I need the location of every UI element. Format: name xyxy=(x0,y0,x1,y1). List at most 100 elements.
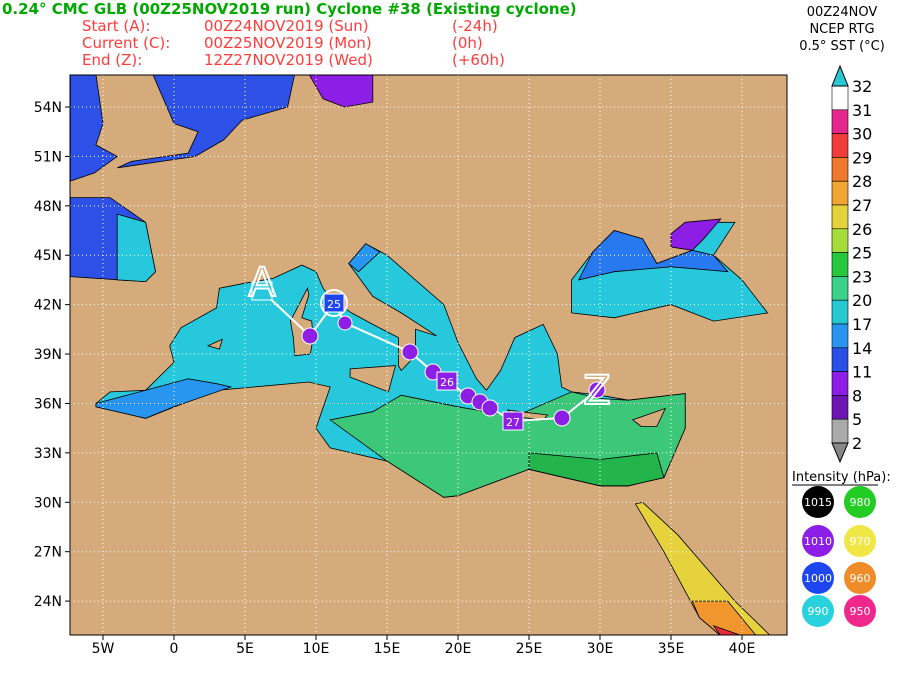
lat-label: 33N xyxy=(34,446,62,462)
sea-region xyxy=(670,218,722,251)
colorbar-label: 2 xyxy=(852,434,862,453)
intensity-swatch xyxy=(802,486,834,518)
colorbar-label: 14 xyxy=(852,339,872,358)
sea-region xyxy=(117,75,295,169)
header-text: Current (C): xyxy=(82,34,170,52)
colorbar-swatch xyxy=(831,276,849,301)
map-frame xyxy=(69,74,788,636)
day-box xyxy=(436,371,458,391)
intensity-legend: 1015 980 1010 970 1000 960 990 950 xyxy=(802,486,876,627)
intensity-label: 1000 xyxy=(804,572,832,585)
colorbar-label: 26 xyxy=(852,220,872,239)
sea-region xyxy=(631,407,667,427)
sea-region xyxy=(349,365,397,393)
header-text: End (Z): xyxy=(82,51,142,69)
sea-region xyxy=(691,600,757,635)
header-text: 00Z25NOV2019 (Mon) xyxy=(204,34,372,52)
lat-label: 48N xyxy=(34,199,62,215)
colorbar-arrow xyxy=(831,442,849,464)
lon-label: 5E xyxy=(236,641,254,657)
lat-label: 42N xyxy=(34,298,62,314)
colorbar-swatch xyxy=(831,252,849,277)
intensity-title: Intensity (hPa): xyxy=(792,470,891,485)
header-text: 12Z27NOV2019 (Wed) xyxy=(204,51,373,69)
graticule xyxy=(70,75,787,635)
lon-label: 15E xyxy=(374,641,401,657)
track: A 25 26 27 Z xyxy=(247,259,612,431)
lon-label: 35E xyxy=(658,641,685,657)
colorbar-swatch xyxy=(831,228,849,253)
day-box xyxy=(502,411,524,431)
day-label: 25 xyxy=(327,298,341,311)
lat-label: 30N xyxy=(34,495,62,511)
intensity-label: 980 xyxy=(850,496,871,509)
lat-label: 27N xyxy=(34,545,62,561)
colorbar-swatch xyxy=(831,323,849,349)
colorbar-label: 28 xyxy=(852,172,872,191)
colorbar-label: 31 xyxy=(852,101,872,120)
track-point xyxy=(588,381,606,399)
colorbar-label: 32 xyxy=(852,77,872,96)
sea-temperature xyxy=(70,75,771,635)
sea-region xyxy=(95,378,233,419)
sea-region xyxy=(528,452,665,487)
colorbar-title: 00Z24NOV xyxy=(807,5,878,20)
intensity-swatch xyxy=(844,595,876,627)
sea-region xyxy=(348,243,381,273)
lon-label: 30E xyxy=(587,641,614,657)
lat-label: 36N xyxy=(34,396,62,412)
intensity-label: 970 xyxy=(850,535,871,548)
colorbar-swatch xyxy=(831,418,849,444)
intensity-label: 1015 xyxy=(804,496,832,509)
intensity-swatch xyxy=(844,486,876,518)
lat-label: 54N xyxy=(34,100,62,116)
sea-region xyxy=(308,75,374,108)
colorbar-label: 17 xyxy=(852,315,872,334)
day-box xyxy=(323,293,345,313)
header-text: (0h) xyxy=(452,34,483,52)
lon-label: 25E xyxy=(516,641,543,657)
sea-region xyxy=(206,338,223,350)
colorbar-label: 29 xyxy=(852,148,872,167)
colorbar-swatch xyxy=(831,133,849,158)
sea-region xyxy=(712,625,742,635)
sea-region xyxy=(116,213,156,283)
header-lines: Start (A): 00Z24NOV2019 (Sun) (-24h) Curren… xyxy=(82,17,505,69)
header-text: Start (A): xyxy=(82,17,150,35)
colorbar-swatch xyxy=(831,157,849,182)
colorbar-swatch xyxy=(831,204,849,230)
sea-region xyxy=(70,75,118,182)
lat-label: 51N xyxy=(34,149,62,165)
intensity-label: 950 xyxy=(850,605,871,618)
intensity-swatch xyxy=(802,595,834,627)
intensity-label: 1010 xyxy=(804,535,832,548)
track-point xyxy=(301,327,319,345)
colorbar-swatch xyxy=(831,85,849,111)
colorbar-swatch xyxy=(831,347,849,372)
track-point xyxy=(553,409,571,427)
header-text: 00Z24NOV2019 (Sun) xyxy=(204,17,369,35)
colorbar-swatch xyxy=(831,109,849,134)
axes: 5W 0 5E 10E 15E 20E 25E 30E 35E 40E 54N 51N 48N 45N 42… xyxy=(34,100,756,657)
lat-label: 39N xyxy=(34,347,62,363)
intensity-swatch xyxy=(844,562,876,594)
lat-label: 45N xyxy=(34,248,62,264)
track-point xyxy=(401,343,419,361)
sea-region xyxy=(634,501,771,635)
start-label: A xyxy=(248,260,276,306)
colorbar-label: 20 xyxy=(852,291,872,310)
current-marker xyxy=(320,289,348,317)
colorbar-label: 11 xyxy=(852,363,872,382)
colorbar-label: 27 xyxy=(852,196,872,215)
colorbar-swatch xyxy=(831,371,849,396)
intensity-swatch xyxy=(802,525,834,557)
end-label: Z xyxy=(583,368,610,414)
lon-label: 5W xyxy=(92,641,115,657)
colorbar-swatch xyxy=(831,180,849,206)
lon-label: 20E xyxy=(445,641,472,657)
intensity-label: 960 xyxy=(850,572,871,585)
intensity-swatch xyxy=(802,562,834,594)
track-point xyxy=(481,399,499,417)
colorbar-label: 8 xyxy=(852,386,862,405)
